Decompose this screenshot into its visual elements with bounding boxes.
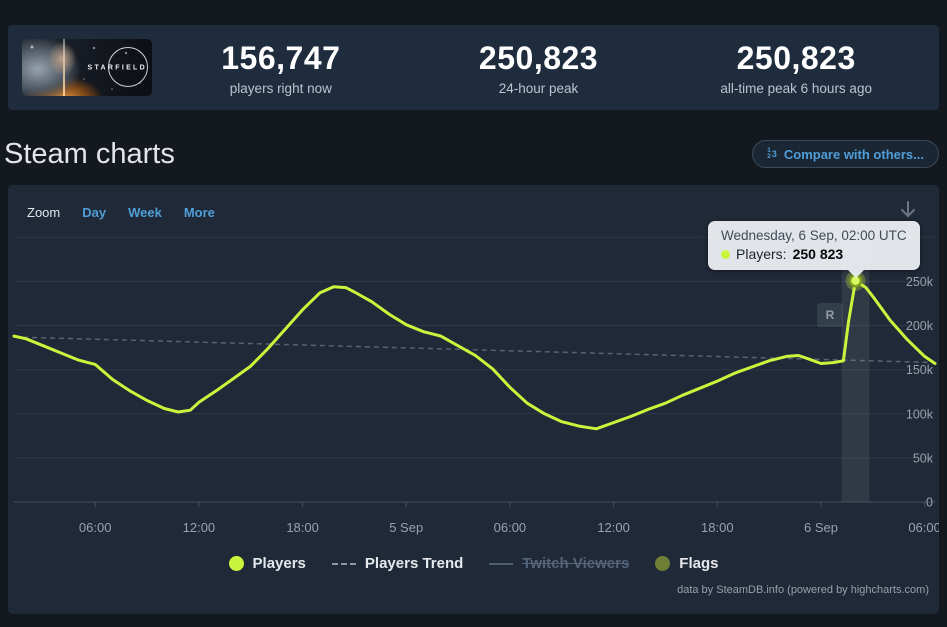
stat-label: all-time peak 6 hours ago (720, 80, 872, 96)
flag-marker[interactable]: R (817, 303, 843, 327)
game-title: STARFIELD (87, 64, 147, 71)
tooltip-series-label: Players: (736, 246, 787, 262)
y-axis-label: 150k (906, 363, 934, 377)
chart-legend: Players Players Trend Twitch Viewers Fla… (8, 555, 939, 572)
stat-label: 24-hour peak (498, 80, 579, 96)
x-axis-label: 6 Sep (804, 520, 838, 535)
compare-button-label: Compare with others... (783, 146, 924, 162)
players-series-dot-icon (721, 249, 730, 259)
y-axis-label: 50k (913, 451, 934, 465)
attribution-links[interactable]: data by SteamDB.info (powered by highcha… (677, 584, 929, 596)
flag-label: R (825, 308, 835, 322)
legend-item-players-trend[interactable]: Players Trend (331, 555, 463, 572)
stat-current-players: 156,747 players right now (152, 40, 410, 96)
capsule-art-divider (63, 39, 65, 96)
x-axis-label: 06:00 (908, 520, 939, 535)
x-axis-label: 06:00 (79, 520, 112, 535)
x-axis-label: 12:00 (597, 520, 630, 535)
zoom-range-more[interactable]: More (183, 205, 215, 220)
legend-item-flags[interactable]: Flags (655, 555, 718, 572)
tooltip-players-row: Players: 250 823 (721, 246, 907, 262)
tooltip-date: Wednesday, 6 Sep, 02:00 UTC (721, 228, 907, 243)
chart-panel: 250k 200k 150k 100k 50k 0 06:00 12:00 18:00 5 Sep… (8, 185, 939, 614)
x-axis-label: 06:00 (494, 520, 527, 535)
x-axis-label: 5 Sep (389, 520, 423, 535)
y-axis-label: 200k (906, 319, 934, 333)
zoom-label: Zoom (27, 205, 61, 220)
zoom-toolbar: Zoom Day Week More (27, 205, 215, 220)
stats-bar: STARFIELD 156,747 players right now 250,… (8, 25, 939, 110)
page-title: Steam charts (4, 137, 175, 170)
legend-item-players[interactable]: Players (228, 555, 306, 572)
players-dot-icon (228, 556, 244, 571)
x-axis-label: 18:00 (286, 520, 319, 535)
zoom-range-week[interactable]: Week (128, 205, 162, 220)
trend-dash-icon (331, 562, 356, 565)
twitch-line-icon (489, 562, 514, 565)
players-line (12, 279, 937, 431)
stat-value: 250,823 (478, 39, 599, 76)
y-axis-label: 100k (906, 407, 934, 421)
tooltip-pointer (848, 270, 864, 278)
tooltip-value: 250 823 (792, 246, 844, 262)
x-axis-label: 18:00 (701, 520, 734, 535)
y-axis-label: 0 (926, 496, 933, 510)
y-axis-label: 250k (906, 275, 934, 289)
starfield-ring-logo (108, 47, 148, 87)
x-axis-label: 12:00 (183, 520, 216, 535)
zoom-range-day[interactable]: Day (82, 205, 107, 220)
flags-dot-icon (655, 556, 671, 571)
stat-alltime-peak: 250,823 all-time peak 6 hours ago (667, 40, 925, 96)
game-capsule[interactable]: STARFIELD (22, 39, 152, 96)
stat-value: 250,823 (736, 39, 856, 76)
stat-24h-peak: 250,823 24-hour peak (410, 40, 668, 96)
download-chart-icon[interactable] (897, 198, 919, 222)
stat-value: 156,747 (221, 39, 341, 76)
legend-item-twitch-viewers[interactable]: Twitch Viewers (489, 555, 629, 572)
chart-tooltip: Wednesday, 6 Sep, 02:00 UTC Players: 250… (708, 221, 920, 278)
players-trend-line (13, 336, 936, 364)
stat-label: players right now (229, 80, 332, 96)
